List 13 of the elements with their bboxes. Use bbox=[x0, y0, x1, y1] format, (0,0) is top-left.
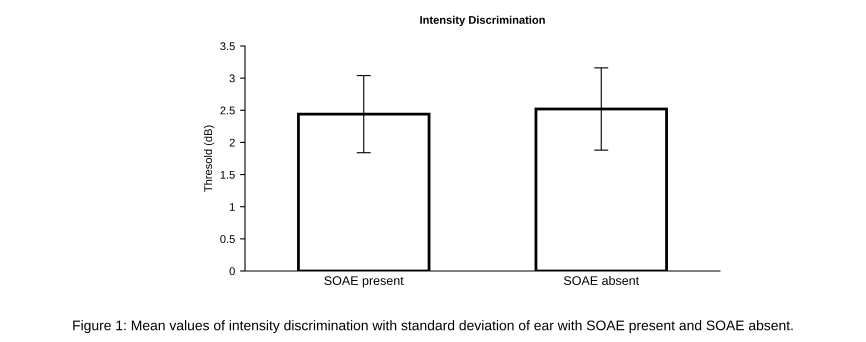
y-tick-label: 1 bbox=[230, 203, 235, 211]
y-tick-label: 3 bbox=[230, 74, 235, 82]
chart-title: Intensity Discrimination bbox=[420, 16, 545, 26]
y-tick-label: 0.5 bbox=[220, 235, 235, 243]
y-tick-label: 0 bbox=[230, 267, 235, 276]
y-axis-title: Thresold (dB) bbox=[204, 126, 214, 192]
y-tick-label: 2 bbox=[230, 138, 235, 146]
x-tick-label: SOAE present bbox=[324, 276, 404, 288]
y-tick-label: 2.5 bbox=[220, 106, 235, 114]
caption: Figure 1: Mean values of intensity discrimination with standard deviation of ear with SOAE present and SOAE absent. bbox=[73, 320, 793, 334]
x-tick-label: SOAE absent bbox=[564, 276, 640, 286]
y-tick-label: 1.5 bbox=[220, 170, 235, 179]
y-tick-label: 3.5 bbox=[220, 42, 235, 50]
